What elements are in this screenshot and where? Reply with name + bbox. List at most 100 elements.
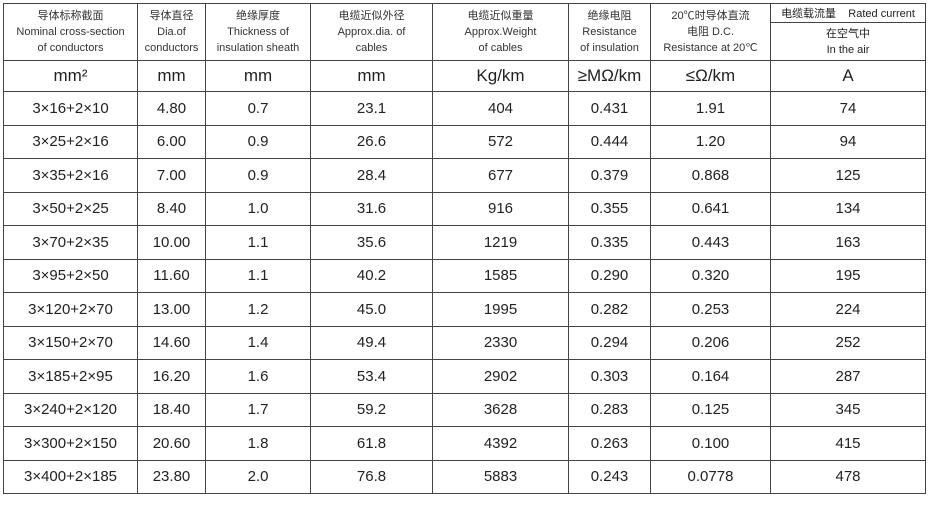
table-cell: 0.290	[568, 258, 651, 293]
table-cell: 1995	[432, 292, 569, 327]
table-cell: 26.6	[310, 124, 433, 159]
table-cell: 1219	[432, 225, 569, 260]
table-cell: 3×25+2×16	[3, 124, 138, 159]
header-line: of conductors	[37, 42, 104, 54]
table-cell: 31.6	[310, 191, 433, 226]
header-line: In the air	[826, 43, 870, 56]
table-cell: 1.1	[205, 225, 311, 260]
table-cell: 7.00	[137, 158, 206, 193]
header-line: of insulation	[580, 42, 639, 54]
header-line: 绝缘电阻	[587, 10, 632, 22]
column-header: 绝缘厚度 Thickness of insulation sheath	[205, 3, 311, 61]
header-line: Resistance at 20℃	[663, 42, 758, 54]
table-row: 3×185+2×95 16.20 1.6 53.4 2902 0.303 0.164 287	[3, 359, 926, 394]
table-cell: 0.355	[568, 191, 651, 226]
column-header: 电缆近似外径 Approx.dia. of cables	[310, 3, 433, 61]
table-cell: 45.0	[310, 292, 433, 327]
table-cell: 3×35+2×16	[3, 158, 138, 193]
table-row: 3×16+2×10 4.80 0.7 23.1 404 0.431 1.91 74	[3, 91, 926, 126]
table-cell: 0.9	[205, 158, 311, 193]
header-line: 导体标称截面	[37, 10, 104, 22]
table-cell: 40.2	[310, 258, 433, 293]
table-cell: 0.125	[650, 392, 771, 427]
table-cell: 0.100	[650, 426, 771, 461]
table-cell: 0.243	[568, 459, 651, 494]
table-cell: 10.00	[137, 225, 206, 260]
unit-cell: ≤Ω/km	[650, 60, 771, 92]
header-line: Approx.Weight	[464, 26, 537, 38]
table-cell: 478	[770, 459, 926, 494]
table-cell: 404	[432, 91, 569, 126]
table-cell: 5883	[432, 459, 569, 494]
table-cell: 1.7	[205, 392, 311, 427]
table-cell: 287	[770, 359, 926, 394]
table-cell: 1.8	[205, 426, 311, 461]
header-line: cables	[355, 42, 388, 54]
header-line: 电缆近似外径	[338, 10, 405, 22]
unit-cell: ≥MΩ/km	[568, 60, 651, 92]
table-cell: 23.80	[137, 459, 206, 494]
table-cell: 1.6	[205, 359, 311, 394]
table-row: 3×120+2×70 13.00 1.2 45.0 1995 0.282 0.253 224	[3, 292, 926, 327]
table-cell: 4392	[432, 426, 569, 461]
table-cell: 13.00	[137, 292, 206, 327]
column-header: 绝缘电阻 Resistance of insulation	[568, 3, 651, 61]
table-cell: 677	[432, 158, 569, 193]
header-line: of cables	[478, 42, 523, 54]
table-cell: 0.282	[568, 292, 651, 327]
header-line: Dia.of	[157, 26, 186, 38]
table-cell: 0.206	[650, 325, 771, 360]
rated-current-header: 电缆载流量 Rated current	[770, 2, 926, 24]
table-row: 3×50+2×25 8.40 1.0 31.6 916 0.355 0.641 134	[3, 191, 926, 226]
header-line: Resistance	[582, 26, 637, 38]
column-header: 导体标称截面 Nominal cross-section of conductors	[3, 3, 138, 61]
table-row: 3×400+2×185 23.80 2.0 76.8 5883 0.243 0.0778 47…	[3, 459, 926, 494]
table-cell: 1.91	[650, 91, 771, 126]
table-cell: 0.868	[650, 158, 771, 193]
table-cell: 3628	[432, 392, 569, 427]
table-row: 3×300+2×150 20.60 1.8 61.8 4392 0.263 0.100 415	[3, 426, 926, 461]
table-cell: 134	[770, 191, 926, 226]
table-cell: 8.40	[137, 191, 206, 226]
table-cell: 3×95+2×50	[3, 258, 138, 293]
unit-cell: mm	[205, 60, 311, 92]
table-cell: 345	[770, 392, 926, 427]
table-cell: 4.80	[137, 91, 206, 126]
in-air-header: 在空气中 In the air	[770, 22, 926, 61]
table-cell: 0.263	[568, 426, 651, 461]
unit-cell: Kg/km	[432, 60, 569, 92]
header-line: 电缆近似重量	[467, 10, 534, 22]
column-header: 电缆近似重量 Approx.Weight of cables	[432, 3, 569, 61]
unit-cell: mm²	[3, 60, 138, 92]
table-row: 3×35+2×16 7.00 0.9 28.4 677 0.379 0.868 125	[3, 158, 926, 193]
table-cell: 1.1	[205, 258, 311, 293]
unit-cell: mm	[137, 60, 206, 92]
table-cell: 1.0	[205, 191, 311, 226]
column-header: 20℃时导体直流 电阻 D.C. Resistance at 20℃	[650, 3, 771, 61]
table-cell: 23.1	[310, 91, 433, 126]
table-cell: 59.2	[310, 392, 433, 427]
table-cell: 163	[770, 225, 926, 260]
unit-cell: mm	[310, 60, 433, 92]
table-cell: 0.164	[650, 359, 771, 394]
table-cell: 35.6	[310, 225, 433, 260]
table-cell: 20.60	[137, 426, 206, 461]
table-cell: 0.641	[650, 191, 771, 226]
header-line: Thickness of	[227, 26, 289, 38]
header-line: 导体直径	[149, 10, 194, 22]
table-cell: 415	[770, 426, 926, 461]
table-cell: 61.8	[310, 426, 433, 461]
table-cell: 53.4	[310, 359, 433, 394]
table-cell: 3×400+2×185	[3, 459, 138, 494]
table-row: 3×95+2×50 11.60 1.1 40.2 1585 0.290 0.320 195	[3, 258, 926, 293]
table-cell: 1.2	[205, 292, 311, 327]
table-cell: 49.4	[310, 325, 433, 360]
table-cell: 0.320	[650, 258, 771, 293]
table-cell: 1.4	[205, 325, 311, 360]
table-cell: 2902	[432, 359, 569, 394]
table-cell: 195	[770, 258, 926, 293]
table-cell: 0.7	[205, 91, 311, 126]
table-cell: 94	[770, 124, 926, 159]
table-cell: 2.0	[205, 459, 311, 494]
table-cell: 125	[770, 158, 926, 193]
